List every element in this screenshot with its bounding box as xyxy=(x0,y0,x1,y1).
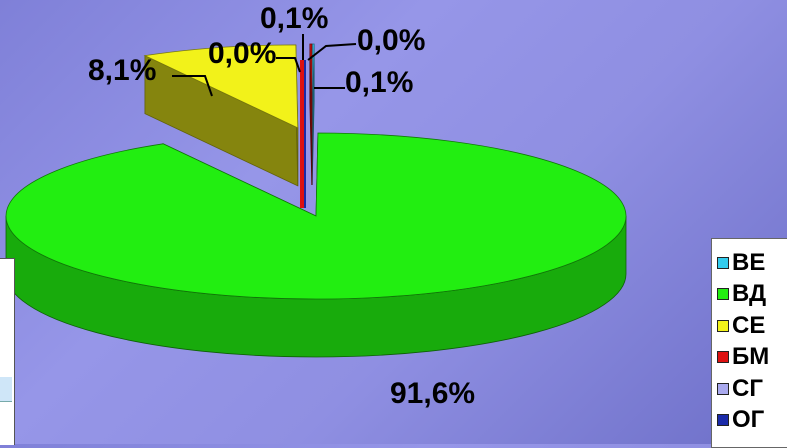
legend-item-1: ВЕ xyxy=(712,247,787,279)
legend-label: ОГ xyxy=(732,406,764,434)
legend-label: БМ xyxy=(732,343,769,371)
chart-legend: ВЕ ВД СЕ БМ СГ ОГ xyxy=(711,238,787,448)
data-table-cell xyxy=(0,377,12,402)
legend-item-6: ОГ xyxy=(712,405,787,437)
slice-6-sliver xyxy=(304,60,306,208)
legend-item-5: СГ xyxy=(712,373,787,405)
legend-label: СЕ xyxy=(732,312,765,340)
slice-4-sliver xyxy=(300,60,304,208)
legend-item-3: СЕ xyxy=(712,310,787,342)
legend-label: ВД xyxy=(732,280,766,308)
slice-6-data-label: 0,0% xyxy=(357,24,425,57)
legend-item-2: ВД xyxy=(712,279,787,311)
legend-swatch xyxy=(717,351,729,363)
slice-3-data-label: 8,1% xyxy=(88,54,156,87)
slice-4-mark xyxy=(310,44,312,185)
slice-5-data-label: 0,0% xyxy=(208,37,276,70)
slice-1-data-label: 0,1% xyxy=(345,66,413,99)
legend-swatch xyxy=(717,383,729,395)
legend-swatch xyxy=(717,288,729,300)
legend-swatch xyxy=(717,320,729,332)
slice-1-mark xyxy=(312,44,314,185)
slice-2-mark xyxy=(6,133,626,357)
data-table-fragment xyxy=(0,258,15,445)
slice-6-leader-line xyxy=(308,44,356,60)
slice-2-data-label: 91,6% xyxy=(390,377,475,410)
legend-item-4: БМ xyxy=(712,342,787,374)
legend-label: СГ xyxy=(732,375,763,403)
legend-label: ВЕ xyxy=(732,249,765,277)
slice-4-data-label: 0,1% xyxy=(260,2,328,35)
legend-swatch xyxy=(717,414,729,426)
legend-swatch xyxy=(717,257,729,269)
